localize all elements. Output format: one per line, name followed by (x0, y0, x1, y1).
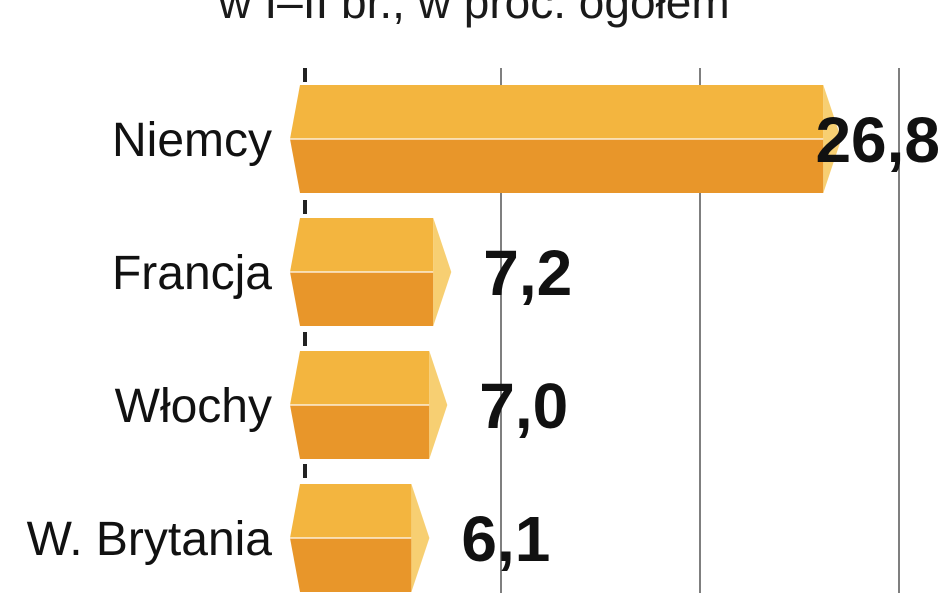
value-label: 26,8 (815, 104, 940, 176)
bar-bottom-face (290, 139, 824, 193)
chart-subtitle: w I–II br., w proc. ogółem (218, 0, 730, 28)
bar-end-cap (433, 218, 452, 326)
bar-end-cap (429, 351, 448, 459)
bar-top-face (290, 484, 412, 538)
category-label: Francja (112, 247, 272, 300)
bar-end-cap (411, 484, 430, 592)
category-label: Włochy (115, 380, 272, 433)
value-label: 7,0 (479, 370, 568, 442)
category-label: Niemcy (112, 114, 272, 167)
value-label: 7,2 (483, 237, 572, 309)
bar-bottom-face (290, 272, 434, 326)
bar-group: Niemcy 26,8 (112, 85, 940, 193)
bar-top-face (290, 351, 430, 405)
bar-end-cap (823, 85, 842, 193)
bar-top-face (290, 218, 434, 272)
bar-group: Francja 7,2 (112, 218, 572, 326)
bar-group: Włochy 7,0 (115, 351, 568, 459)
bar-group: W. Brytania 6,1 (27, 484, 550, 592)
bar-bottom-face (290, 538, 412, 592)
category-label: W. Brytania (27, 513, 273, 566)
value-label: 6,1 (461, 503, 550, 575)
bar-top-face (290, 85, 824, 139)
bar-bottom-face (290, 405, 430, 459)
